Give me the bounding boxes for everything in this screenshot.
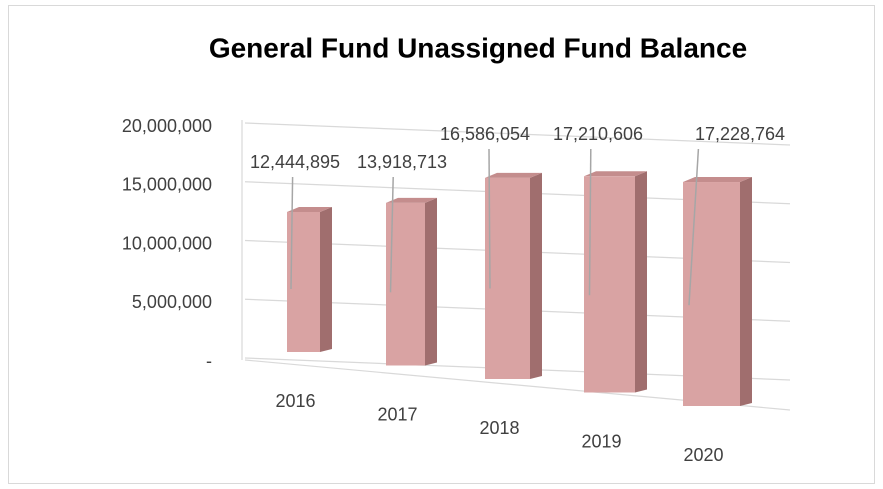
y-tick-label: 15,000,000 xyxy=(122,175,212,195)
bar xyxy=(683,182,740,406)
bar-top xyxy=(683,177,752,183)
y-tick-label: 10,000,000 xyxy=(122,233,212,253)
bar-side xyxy=(320,206,332,352)
bar xyxy=(584,176,635,393)
leader-line xyxy=(488,148,491,289)
leader-line xyxy=(588,148,592,296)
bar-top xyxy=(485,172,542,178)
y-tick-label: 20,000,000 xyxy=(122,116,212,136)
x-tick-label: 2017 xyxy=(377,404,417,424)
bar-side xyxy=(530,172,542,379)
leader-line xyxy=(290,176,294,290)
bar xyxy=(485,177,530,379)
x-tick-label: 2018 xyxy=(479,418,519,438)
y-tick-label: - xyxy=(206,351,212,371)
bar-top xyxy=(386,197,437,203)
bar-top xyxy=(584,171,647,177)
data-label: 13,918,713 xyxy=(357,152,447,172)
leader-line xyxy=(389,176,394,293)
x-tick-label: 2020 xyxy=(683,445,723,465)
data-label: 12,444,895 xyxy=(250,152,340,172)
data-label: 17,210,606 xyxy=(553,124,643,144)
data-label: 16,586,054 xyxy=(440,124,530,144)
chart-title: General Fund Unassigned Fund Balance xyxy=(209,32,747,63)
bar-top xyxy=(287,206,332,212)
x-tick-label: 2016 xyxy=(275,391,315,411)
x-tick-label: 2019 xyxy=(581,431,621,451)
bar-side xyxy=(425,197,437,366)
grid-line xyxy=(244,122,791,146)
data-label: 17,228,764 xyxy=(695,124,785,144)
bar-side xyxy=(635,171,647,393)
leader-line xyxy=(688,148,700,306)
bar-side xyxy=(740,177,752,406)
y-tick-label: 5,000,000 xyxy=(132,292,212,312)
